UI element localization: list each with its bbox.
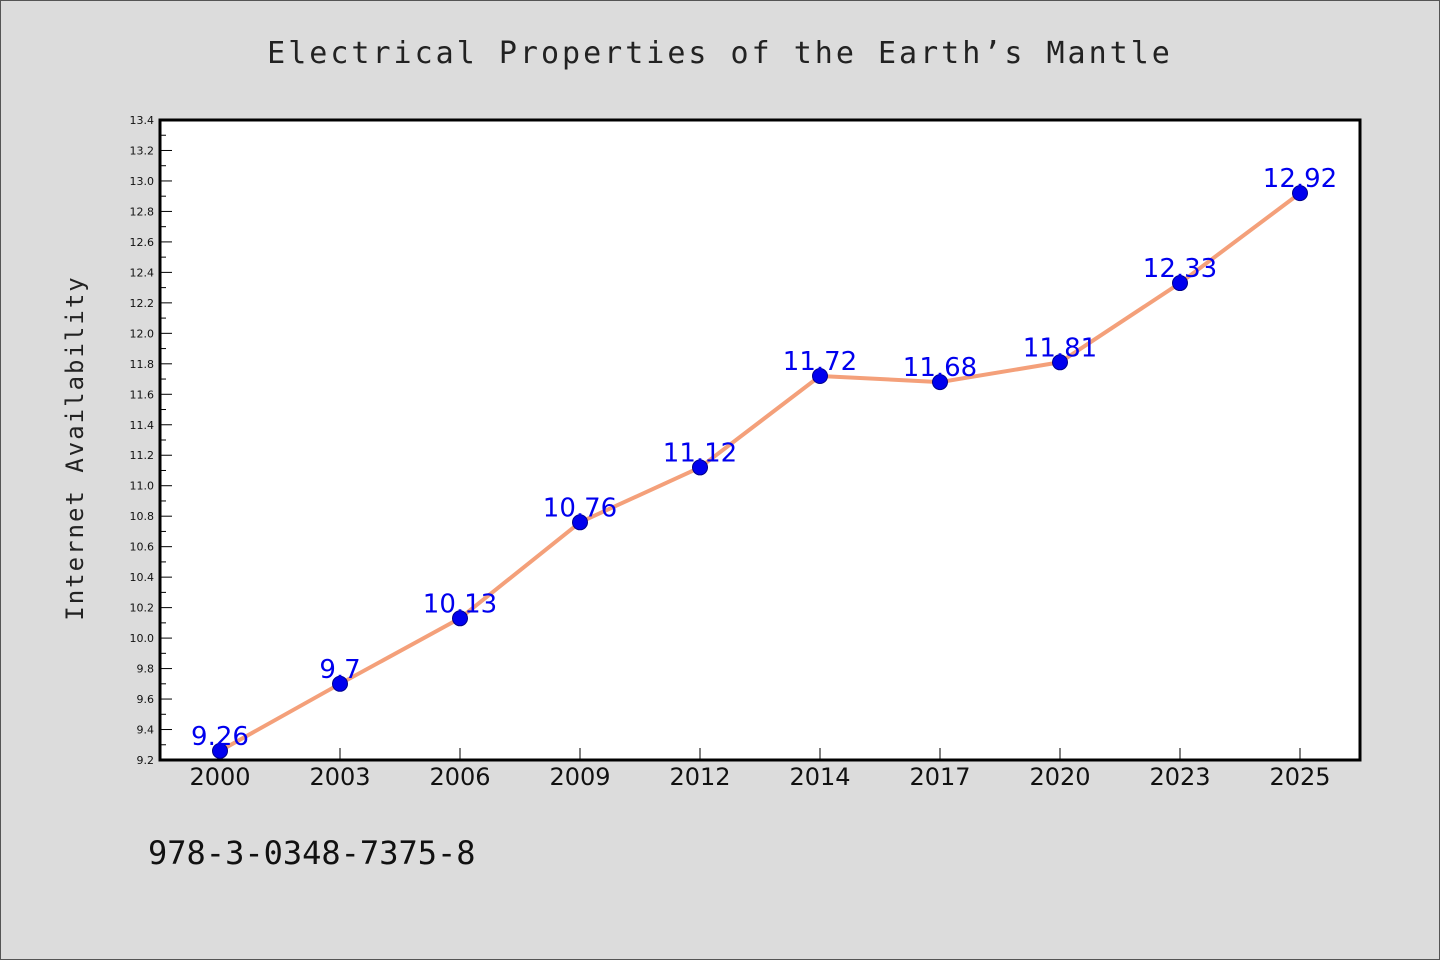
x-tick-label: 2009: [549, 763, 610, 791]
data-label: 10.76: [543, 493, 617, 523]
data-point: [932, 374, 948, 391]
data-point: [1172, 275, 1188, 292]
y-tick-label: 10.2: [130, 602, 155, 615]
y-tick-label: 11.0: [130, 480, 155, 493]
y-tick-label: 9.4: [137, 724, 155, 737]
x-tick-label: 2000: [189, 763, 250, 791]
series-line: [219, 191, 1302, 753]
x-tick-label: 2023: [1149, 763, 1210, 791]
data-label: 9.26: [191, 722, 249, 752]
y-tick-label: 12.8: [130, 205, 155, 218]
data-point: [332, 675, 348, 692]
y-tick-label: 12.4: [130, 266, 155, 279]
data-point: [1052, 354, 1068, 371]
y-tick-label: 11.8: [130, 358, 155, 371]
y-tick-label: 11.4: [130, 419, 155, 432]
y-tick-label: 13.0: [130, 175, 155, 188]
footer-code: 978-3-0348-7375-8: [148, 834, 476, 872]
data-label: 11.72: [783, 347, 857, 377]
data-point: [212, 742, 228, 759]
data-label: 11.81: [1023, 333, 1097, 363]
y-tick-label: 12.6: [130, 236, 155, 249]
data-label: 11.12: [663, 438, 737, 468]
data-point: [452, 610, 468, 627]
x-tick-label: 2014: [789, 763, 850, 791]
x-tick-label: 2012: [669, 763, 730, 791]
data-point: [812, 368, 828, 384]
y-tick-label: 10.4: [130, 571, 155, 584]
plot-area: [160, 120, 1360, 760]
y-tick-label: 9.6: [137, 693, 155, 706]
data-label: 9.7: [319, 655, 360, 685]
x-tick-label: 2006: [429, 763, 490, 791]
y-tick-label: 12.0: [130, 327, 155, 340]
y-tick-label: 9.2: [137, 754, 155, 767]
data-point: [572, 514, 588, 531]
y-tick-label: 10.6: [130, 541, 155, 554]
y-tick-label: 11.2: [130, 449, 155, 462]
data-point: [1292, 185, 1308, 202]
x-tick-label: 2020: [1029, 763, 1090, 791]
data-point: [692, 459, 708, 476]
data-label: 12.92: [1263, 164, 1337, 194]
x-tick-label: 2003: [309, 763, 370, 791]
y-tick-label: 11.6: [130, 388, 155, 401]
data-label: 11.68: [903, 353, 977, 383]
x-tick-label: 2025: [1269, 763, 1330, 791]
chart-title: Electrical Properties of the Earth’s Man…: [267, 36, 1173, 71]
y-tick-label: 10.8: [130, 510, 155, 523]
x-tick-label: 2017: [909, 763, 970, 791]
plot-border: [158, 118, 1362, 762]
data-label: 10.13: [423, 589, 497, 619]
y-tick-label: 9.8: [137, 663, 155, 676]
y-tick-label: 13.4: [130, 114, 155, 127]
y-tick-label: 10.0: [130, 632, 155, 645]
y-tick-label: 12.2: [130, 297, 155, 310]
data-label: 12.33: [1143, 254, 1217, 284]
y-tick-label: 13.2: [130, 144, 155, 157]
